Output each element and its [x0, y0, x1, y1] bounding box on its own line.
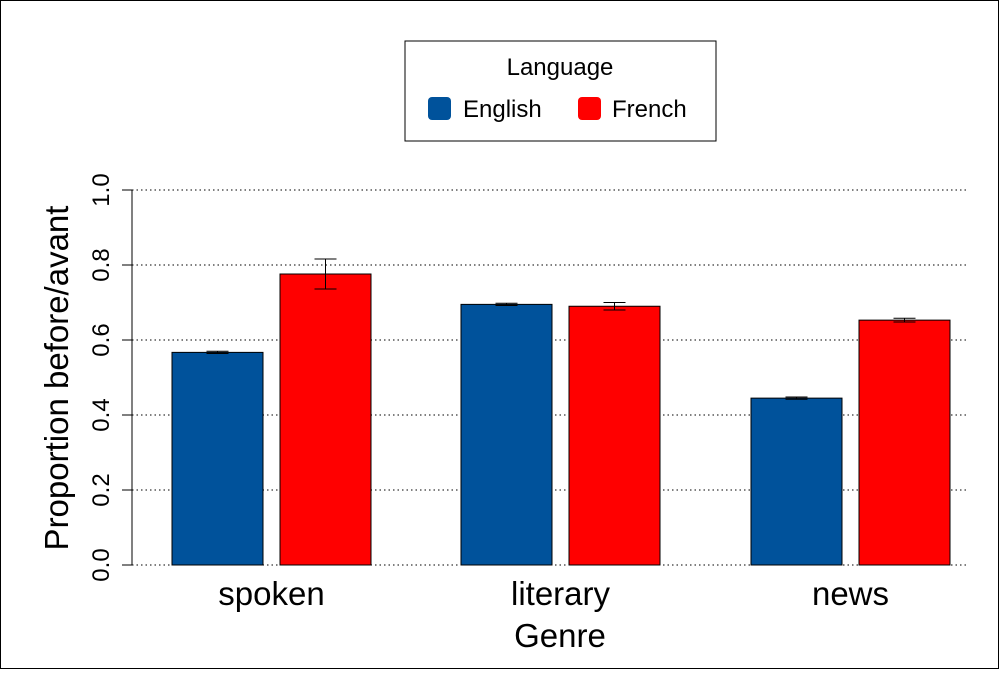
y-axis-label: Proportion before/avant	[38, 206, 75, 551]
legend: Language English French	[404, 40, 717, 142]
legend-box	[404, 40, 717, 142]
x-tick-label: literary	[511, 575, 611, 612]
y-axis: 0.0 0.2 0.4 0.6 0.8 1.0	[88, 173, 133, 582]
x-tick-label: spoken	[218, 575, 324, 612]
y-tick-label: 1.0	[88, 173, 115, 206]
y-tick-label: 0.4	[88, 398, 115, 431]
bar	[279, 273, 372, 566]
x-axis-label: Genre	[514, 617, 606, 654]
legend-swatch	[578, 97, 601, 120]
x-tick-label: news	[812, 575, 889, 612]
legend-label: English	[463, 96, 542, 123]
bar	[568, 305, 661, 566]
bar	[460, 303, 553, 566]
legend-title: Language	[507, 54, 614, 81]
bars	[171, 258, 951, 566]
y-tick-label: 0.0	[88, 548, 115, 581]
bar	[858, 319, 951, 566]
bar	[171, 351, 264, 566]
y-tick-label: 0.6	[88, 323, 115, 356]
legend-items: English French	[428, 96, 687, 123]
bar	[750, 397, 843, 566]
y-tick-label: 0.2	[88, 473, 115, 506]
y-tick-label: 0.8	[88, 248, 115, 281]
legend-swatch	[428, 97, 451, 120]
legend-label: French	[612, 96, 687, 123]
x-axis: spoken literary news	[218, 575, 889, 612]
